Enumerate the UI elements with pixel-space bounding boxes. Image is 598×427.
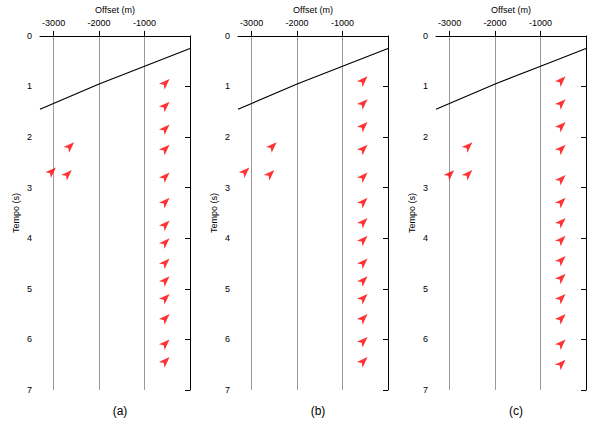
svg-text:-3000: -3000 xyxy=(42,18,65,28)
svg-text:5: 5 xyxy=(27,284,32,294)
svg-text:-1000: -1000 xyxy=(529,18,552,28)
svg-text:-1000: -1000 xyxy=(331,18,354,28)
svg-text:7: 7 xyxy=(27,385,32,395)
svg-text:-2000: -2000 xyxy=(286,18,309,28)
svg-text:0: 0 xyxy=(225,31,230,41)
svg-text:-1000: -1000 xyxy=(133,18,156,28)
svg-text:0: 0 xyxy=(27,31,32,41)
svg-text:2: 2 xyxy=(27,132,32,142)
svg-text:4: 4 xyxy=(225,233,230,243)
svg-text:(a): (a) xyxy=(113,404,128,418)
svg-text:7: 7 xyxy=(423,385,428,395)
svg-text:4: 4 xyxy=(423,233,428,243)
svg-text:3: 3 xyxy=(423,183,428,193)
svg-text:3: 3 xyxy=(27,183,32,193)
svg-text:Offset (m): Offset (m) xyxy=(491,5,531,15)
svg-text:1: 1 xyxy=(225,81,230,91)
svg-text:1: 1 xyxy=(423,81,428,91)
svg-text:7: 7 xyxy=(225,385,230,395)
svg-text:6: 6 xyxy=(423,334,428,344)
svg-text:-3000: -3000 xyxy=(240,18,263,28)
svg-text:1: 1 xyxy=(27,81,32,91)
svg-text:Tempo (s): Tempo (s) xyxy=(209,193,219,233)
svg-text:5: 5 xyxy=(423,284,428,294)
svg-text:2: 2 xyxy=(423,132,428,142)
svg-text:-2000: -2000 xyxy=(484,18,507,28)
svg-text:Offset (m): Offset (m) xyxy=(95,5,135,15)
svg-text:Tempo (s): Tempo (s) xyxy=(407,193,417,233)
svg-text:5: 5 xyxy=(225,284,230,294)
svg-text:(c): (c) xyxy=(509,404,523,418)
svg-text:4: 4 xyxy=(27,233,32,243)
svg-text:(b): (b) xyxy=(311,404,326,418)
svg-text:0: 0 xyxy=(423,31,428,41)
svg-text:Offset (m): Offset (m) xyxy=(293,5,333,15)
svg-text:Tempo (s): Tempo (s) xyxy=(11,193,21,233)
svg-text:-3000: -3000 xyxy=(438,18,461,28)
svg-text:2: 2 xyxy=(225,132,230,142)
svg-text:6: 6 xyxy=(27,334,32,344)
svg-text:6: 6 xyxy=(225,334,230,344)
svg-text:-2000: -2000 xyxy=(88,18,111,28)
svg-text:3: 3 xyxy=(225,183,230,193)
